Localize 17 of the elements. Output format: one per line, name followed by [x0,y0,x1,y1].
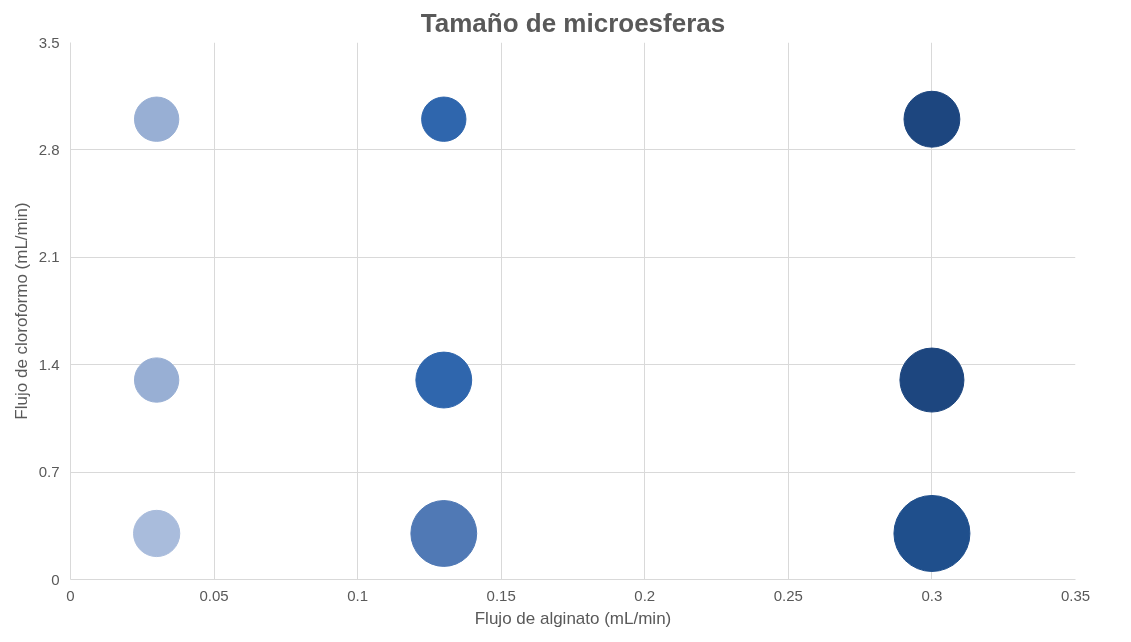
y-tick-label: 3.5 [38,33,60,51]
y-axis-title: Flujo de cloroformo (mL/min) [11,202,31,420]
y-tick-label: 2.1 [38,248,60,266]
x-tick-label: 0.35 [1060,586,1091,604]
x-axis-title: Flujo de alginato (mL/min) [474,608,672,628]
y-tick-label: 1.4 [38,355,60,373]
y-tick-label: 0 [51,570,60,588]
x-tick-label: 0.25 [773,586,803,604]
y-tick-label: 2.8 [38,140,60,158]
x-tick-label: 0.3 [921,586,943,604]
x-tick-label: 0.05 [199,586,229,604]
x-tick-label: 0.2 [634,586,656,604]
y-tick-label: 0.7 [38,463,60,481]
x-tick-label: 0 [66,586,75,604]
chart-title: Tamaño de microesferas [420,7,726,38]
x-tick-label: 0.15 [486,586,516,604]
x-tick-label: 0.1 [347,586,369,604]
